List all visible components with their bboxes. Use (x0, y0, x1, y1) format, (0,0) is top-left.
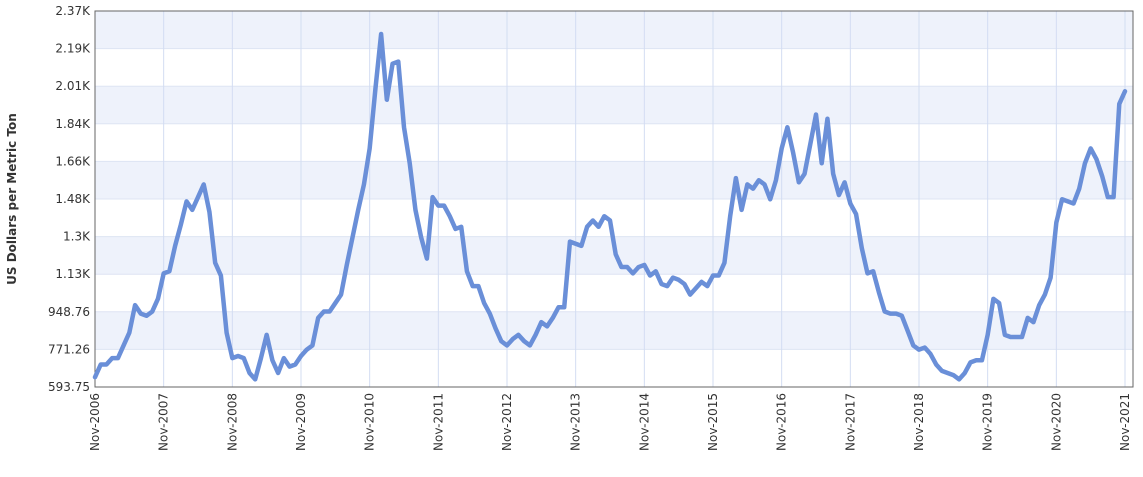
y-tick-label: 1.84K (55, 117, 91, 131)
plot-border (94, 10, 1134, 388)
band (95, 123, 1133, 162)
band (95, 311, 1133, 350)
x-tick-label: Nov-2021 (1118, 393, 1132, 451)
band (95, 349, 1133, 387)
x-tick-label: Nov-2017 (843, 393, 857, 451)
x-tick-label: Nov-2015 (706, 393, 720, 451)
band (95, 274, 1133, 312)
y-tick-label: 948.76 (48, 305, 90, 319)
x-tick-label: Nov-2016 (775, 393, 789, 451)
y-tick-label: 1.13K (55, 267, 91, 281)
y-tick-label: 2.19K (55, 42, 91, 56)
x-tick-label: Nov-2014 (637, 393, 651, 451)
x-tick-label: Nov-2019 (981, 393, 995, 451)
x-tick-label: Nov-2008 (225, 393, 239, 451)
y-tick-label: 1.66K (55, 154, 91, 168)
y-tick-label: 1.3K (63, 230, 91, 244)
y-axis-label: US Dollars per Metric Ton (5, 113, 19, 285)
band (95, 86, 1133, 124)
x-tick-label: Nov-2007 (157, 393, 171, 451)
band (95, 48, 1133, 87)
x-tick-label: Nov-2020 (1049, 393, 1063, 451)
x-tick-label: Nov-2006 (88, 393, 102, 451)
y-tick-label: 2.01K (55, 79, 91, 93)
y-tick-label: 2.37K (55, 4, 91, 18)
x-tick-label: Nov-2013 (569, 393, 583, 451)
y-tick-label: 593.75 (48, 380, 90, 394)
band (95, 161, 1133, 199)
y-tick-label: 1.48K (55, 192, 91, 206)
band (95, 11, 1133, 49)
band (95, 198, 1133, 237)
x-tick-label: Nov-2012 (500, 393, 514, 451)
x-tick-label: Nov-2010 (363, 393, 377, 451)
x-tick-label: Nov-2018 (912, 393, 926, 451)
y-tick-label: 771.26 (48, 342, 90, 356)
line (92, 31, 1128, 382)
x-tick-label: Nov-2009 (294, 393, 308, 451)
x-tick-label: Nov-2011 (431, 393, 445, 451)
